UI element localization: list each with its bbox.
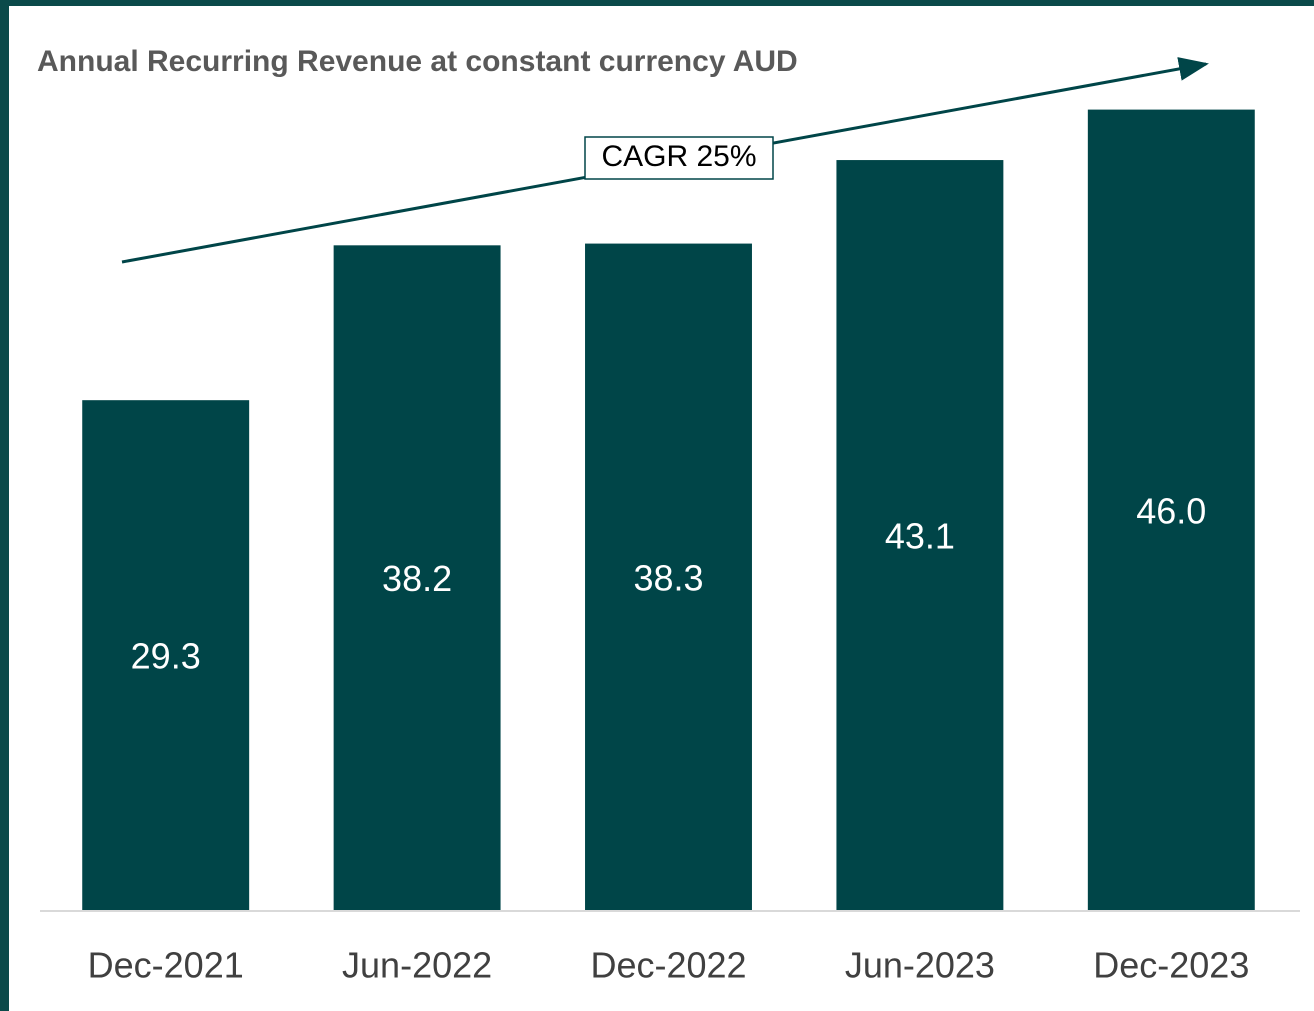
data-label: 43.1 bbox=[885, 516, 955, 557]
chart-title: Annual Recurring Revenue at constant cur… bbox=[37, 45, 798, 78]
x-tick-label: Jun-2022 bbox=[342, 945, 492, 986]
x-tick-label: Jun-2023 bbox=[845, 945, 995, 986]
bar bbox=[836, 160, 1004, 910]
bar bbox=[333, 245, 501, 910]
x-tick-label: Dec-2021 bbox=[88, 945, 244, 986]
bar bbox=[82, 400, 250, 910]
data-label: 38.3 bbox=[633, 557, 703, 598]
annotation: CAGR 25% bbox=[601, 140, 756, 173]
bar bbox=[1087, 109, 1255, 911]
bar bbox=[585, 243, 752, 910]
x-tick-label: Dec-2022 bbox=[590, 945, 746, 986]
x-tick-label: Dec-2023 bbox=[1093, 945, 1249, 986]
annotation-box bbox=[584, 136, 774, 180]
data-label: 38.2 bbox=[382, 558, 452, 599]
data-label: 46.0 bbox=[1136, 490, 1206, 531]
data-label: 29.3 bbox=[131, 636, 201, 677]
